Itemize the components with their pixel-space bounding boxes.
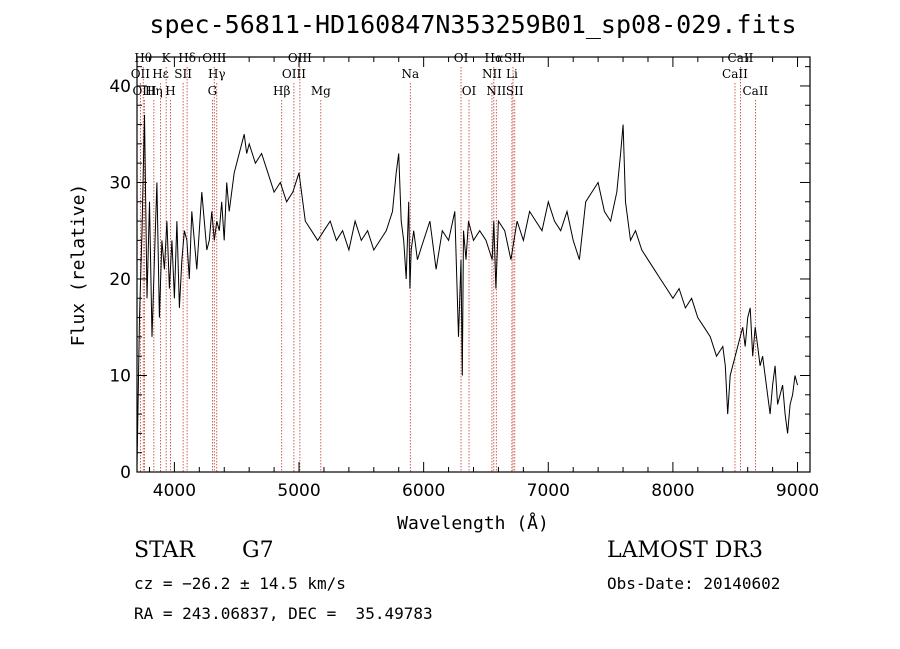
line-label: NII bbox=[482, 67, 502, 81]
observation-date: Obs-Date: 20140602 bbox=[607, 574, 781, 593]
y-tick-label: 40 bbox=[109, 77, 131, 97]
line-label: Hδ bbox=[178, 51, 196, 65]
y-axis-label: Flux (relative) bbox=[68, 184, 89, 347]
line-label: OI bbox=[462, 84, 477, 98]
line-label: OIII bbox=[132, 84, 156, 98]
line-label: CaII bbox=[742, 84, 768, 98]
axis-ticks: 4000 5000 6000 7000 8000 9000 0 10 20 30 40 bbox=[109, 57, 819, 501]
x-tick-label: 5000 bbox=[277, 481, 320, 501]
plot-frame bbox=[136, 56, 811, 473]
line-label: OI bbox=[454, 51, 469, 65]
y-tick-label: 30 bbox=[109, 173, 131, 193]
line-label: Hγ bbox=[208, 67, 226, 81]
line-label: OII bbox=[131, 67, 151, 81]
object-subclass: G7 bbox=[242, 538, 274, 563]
y-tick-label: 10 bbox=[109, 366, 131, 386]
x-tick-label: 9000 bbox=[776, 481, 819, 501]
line-label: H bbox=[165, 84, 175, 98]
line-label: G bbox=[208, 84, 218, 98]
line-label: OIII bbox=[282, 67, 306, 81]
emission-lines bbox=[139, 67, 756, 472]
line-label: OIII bbox=[288, 51, 312, 65]
line-label: K bbox=[162, 51, 172, 65]
spectrum-line bbox=[136, 114, 798, 468]
x-tick-label: 7000 bbox=[527, 481, 570, 501]
survey-name: LAMOST DR3 bbox=[607, 538, 763, 563]
line-label: Na bbox=[401, 67, 419, 81]
y-tick-label: 0 bbox=[120, 463, 131, 483]
line-label: Hε bbox=[152, 67, 169, 81]
line-label: OIII bbox=[202, 51, 226, 65]
line-label: Hη bbox=[145, 84, 163, 98]
x-tick-label: 4000 bbox=[153, 481, 196, 501]
redshift-readout: cz = −26.2 ± 14.5 km/s bbox=[134, 574, 346, 593]
object-class: STAR bbox=[134, 538, 195, 563]
line-label: Mg bbox=[311, 84, 331, 98]
x-axis-label: Wavelength (Å) bbox=[397, 512, 549, 534]
y-tick-label: 20 bbox=[109, 270, 131, 290]
line-label: CaII bbox=[722, 67, 748, 81]
line-label: Hθ bbox=[134, 51, 152, 65]
x-tick-label: 6000 bbox=[402, 481, 445, 501]
line-label: Hβ bbox=[273, 84, 290, 98]
line-label: SII bbox=[174, 67, 192, 81]
coordinates-readout: RA = 243.06837, DEC = 35.49783 bbox=[134, 604, 433, 623]
line-label: SII bbox=[506, 84, 524, 98]
line-label: CaII bbox=[728, 51, 754, 65]
line-label: NII bbox=[486, 84, 506, 98]
line-label: SII bbox=[504, 51, 522, 65]
x-tick-label: 8000 bbox=[651, 481, 694, 501]
chart-title: spec-56811-HD160847N353259B01_sp08-029.f… bbox=[149, 10, 796, 39]
line-label: Hα bbox=[485, 51, 504, 65]
line-label: Li bbox=[506, 67, 518, 81]
